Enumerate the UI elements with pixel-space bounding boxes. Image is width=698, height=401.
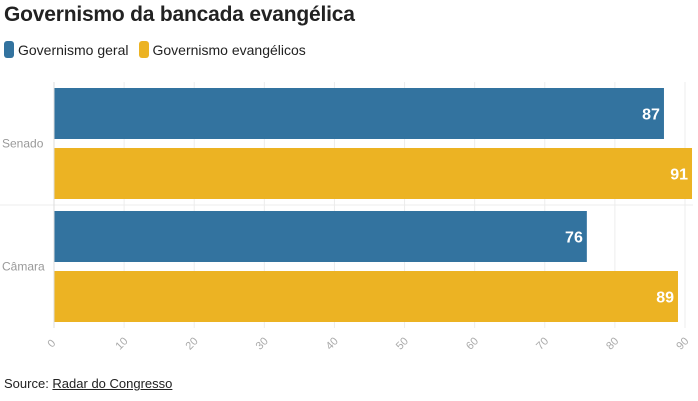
- legend-label-governismo-geral: Governismo geral: [18, 41, 129, 58]
- x-tick-label-0: 0: [45, 337, 58, 350]
- x-tick-label-50: 50: [394, 335, 411, 352]
- source-prefix: Source:: [4, 376, 53, 391]
- legend-swatch-governismo-geral: [4, 41, 14, 58]
- data-label-camara-governismo-evangelicos: 89: [656, 290, 674, 307]
- x-tick-label-30: 30: [254, 335, 271, 352]
- legend-item-governismo-evangelicos: Governismo evangélicos: [138, 41, 306, 58]
- data-label-senado-governismo-evangelicos: 91: [670, 167, 688, 184]
- chart-title: Governismo da bancada evangélica: [4, 3, 355, 26]
- x-tick-label-40: 40: [324, 335, 341, 352]
- bar-senado-governismo-evangelicos: [54, 148, 693, 199]
- bar-camara-governismo-evangelicos: [54, 271, 678, 322]
- legend-swatch-governismo-evangelicos: [138, 41, 149, 58]
- x-tick-label-10: 10: [113, 335, 130, 352]
- category-label-camara: Câmara: [2, 260, 45, 274]
- x-tick-label-80: 80: [604, 335, 621, 352]
- source-link[interactable]: Radar do Congresso: [52, 376, 173, 391]
- bar-camara-governismo-geral: [54, 211, 587, 262]
- source-note: Source: Radar do Congresso: [4, 376, 172, 391]
- x-tick-label-90: 90: [674, 335, 691, 352]
- chart-legend: Governismo geral Governismo evangélicos: [4, 41, 316, 58]
- bar-senado-governismo-geral: [54, 88, 664, 139]
- x-tick-label-20: 20: [184, 335, 201, 352]
- x-tick-label-70: 70: [534, 335, 551, 352]
- x-tick-label-60: 60: [464, 335, 481, 352]
- data-label-camara-governismo-geral: 76: [565, 230, 583, 247]
- data-label-senado-governismo-geral: 87: [642, 107, 660, 124]
- category-label-senado: Senado: [2, 137, 44, 151]
- legend-item-governismo-geral: Governismo geral: [4, 41, 129, 58]
- bar-chart: Senado 87 91 Câmara 76 89 0 10 20 30 40 50 60 70 80 90: [0, 82, 693, 352]
- legend-label-governismo-evangelicos: Governismo evangélicos: [152, 41, 306, 58]
